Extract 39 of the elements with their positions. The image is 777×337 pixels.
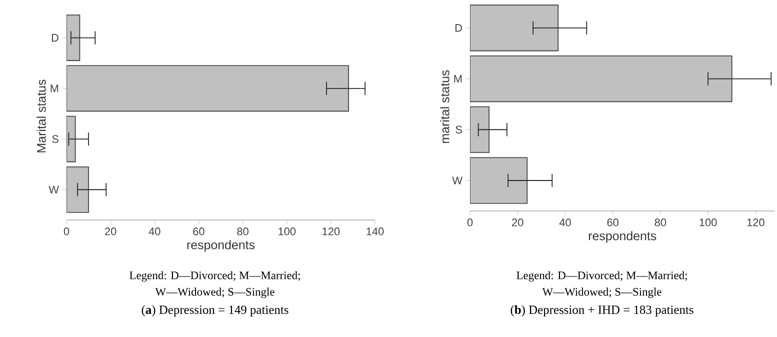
x-tick-label: 100 [278, 228, 296, 236]
x-tick-label: 0 [467, 218, 473, 226]
text: (a) Depression = 149 patients [142, 305, 288, 316]
text: Legend: D—Divorced; M—Married; W—Widowed; S—Single [130, 271, 300, 298]
y-axis-title: marital status [440, 70, 450, 143]
x-tick-label: 120 [747, 218, 764, 226]
y-tick-label: D [455, 24, 462, 32]
bar [66, 65, 349, 112]
text: (b) Depression + IHD = 183 patients [510, 305, 694, 316]
y-tick-label: M [50, 84, 58, 92]
bar [470, 157, 528, 204]
x-tick-label: 0 [64, 228, 70, 236]
text: Legend: D—Divorced; M—Married; W—Widowed; S—Single [516, 271, 687, 298]
bar [470, 56, 732, 102]
bar [470, 4, 558, 52]
y-tick-label: W [452, 176, 462, 184]
y-axis-title: Marital status [36, 80, 46, 152]
y-tick-label: S [52, 135, 58, 143]
x-tick-label: 120 [322, 228, 340, 236]
bar [66, 116, 76, 162]
x-tick-label: 60 [607, 218, 618, 226]
x-tick-label: 100 [700, 218, 717, 226]
x-axis-title: respondents [187, 240, 255, 252]
y-tick-label: M [454, 75, 462, 83]
x-tick-label: 140 [366, 228, 384, 236]
y-tick-label: S [456, 126, 462, 134]
x-tick-label: 80 [237, 228, 248, 236]
x-tick-label: 40 [559, 218, 571, 226]
bar [470, 106, 490, 153]
x-tick-label: 20 [512, 218, 524, 226]
x-tick-label: 40 [148, 228, 160, 236]
bar [66, 14, 80, 61]
x-tick-label: 60 [193, 228, 204, 236]
x-tick-label: 20 [105, 228, 116, 236]
x-tick-label: 80 [654, 218, 666, 226]
y-tick-label: W [48, 186, 59, 194]
y-tick-label: D [52, 34, 58, 42]
bar [66, 166, 89, 213]
x-axis-title: respondents [588, 231, 656, 243]
